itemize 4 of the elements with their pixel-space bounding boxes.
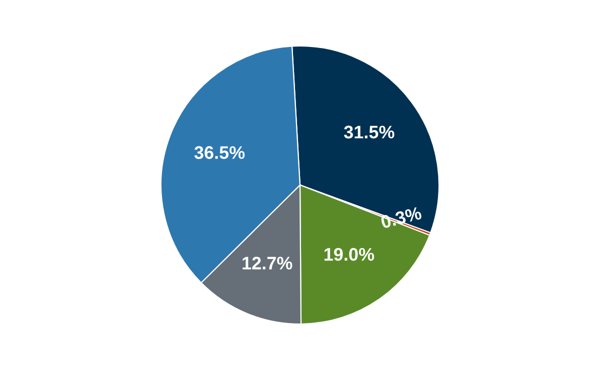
data-label: 31.5%	[344, 126, 394, 138]
data-label: 12.7%	[242, 256, 292, 270]
data-label: 36.5%	[194, 146, 245, 159]
data-label: 19.0%	[324, 248, 374, 261]
